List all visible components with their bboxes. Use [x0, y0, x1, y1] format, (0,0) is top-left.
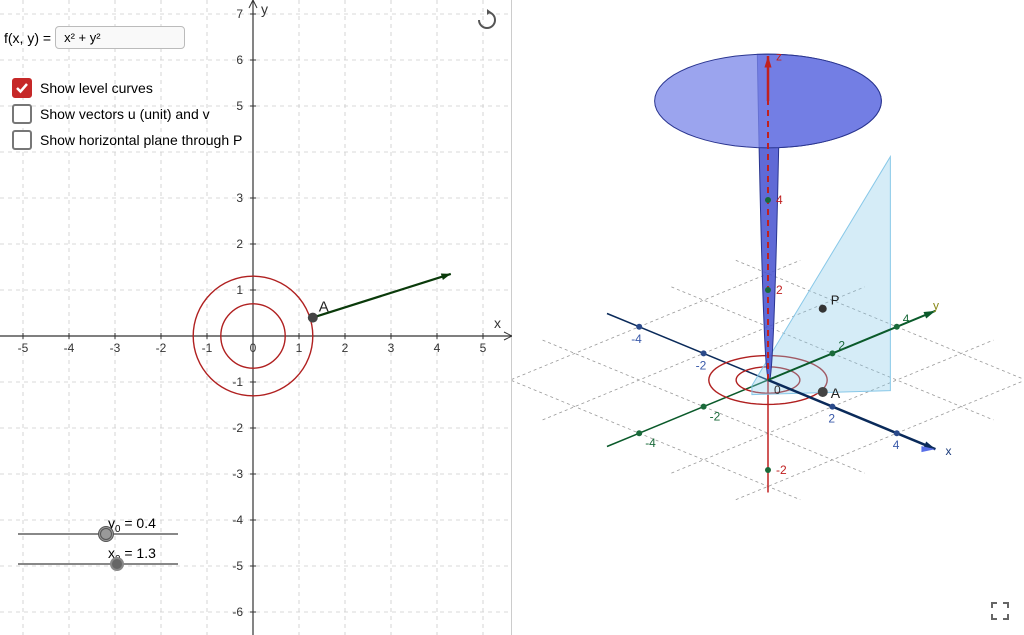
svg-text:-6: -6 [232, 605, 243, 619]
svg-text:4: 4 [776, 193, 783, 207]
svg-text:7: 7 [236, 7, 243, 21]
svg-text:A: A [831, 385, 841, 401]
svg-text:y: y [933, 299, 939, 313]
checkbox-vectors[interactable]: Show vectors u (unit) and v [12, 104, 242, 124]
svg-text:5: 5 [480, 341, 487, 355]
slider-y0[interactable]: y0 = 0.4 [18, 533, 218, 535]
svg-text:2: 2 [838, 338, 845, 352]
svg-text:z: z [776, 50, 782, 64]
svg-text:-1: -1 [232, 375, 243, 389]
svg-text:-2: -2 [696, 358, 707, 372]
slider-group: y0 = 0.4 x0 = 1.3 [18, 533, 218, 593]
svg-text:-5: -5 [18, 341, 29, 355]
checkbox-box[interactable] [12, 78, 32, 98]
slider-y0-label: y0 = 0.4 [108, 515, 156, 535]
svg-text:x: x [494, 315, 501, 331]
svg-text:-4: -4 [645, 436, 656, 450]
svg-text:-2: -2 [710, 410, 721, 424]
svg-text:1: 1 [236, 283, 243, 297]
svg-text:y: y [261, 1, 268, 17]
svg-text:-2: -2 [232, 421, 243, 435]
svg-text:4: 4 [893, 438, 900, 452]
svg-text:2: 2 [342, 341, 349, 355]
svg-text:0: 0 [774, 383, 781, 397]
checkbox-box[interactable] [12, 104, 32, 124]
formula-input[interactable] [55, 26, 185, 49]
slider-track[interactable] [18, 533, 178, 535]
svg-text:3: 3 [388, 341, 395, 355]
svg-text:-2: -2 [776, 463, 787, 477]
svg-text:P: P [831, 293, 840, 308]
svg-text:6: 6 [236, 53, 243, 67]
slider-track[interactable] [18, 563, 178, 565]
checkbox-label: Show vectors u (unit) and v [40, 106, 210, 122]
svg-text:4: 4 [903, 312, 910, 326]
svg-text:-1: -1 [202, 341, 213, 355]
svg-text:-4: -4 [232, 513, 243, 527]
checkbox-label: Show level curves [40, 80, 153, 96]
slider-thumb[interactable] [98, 526, 114, 542]
formula-prefix: f(x, y) = [4, 30, 51, 46]
svg-text:A: A [319, 299, 329, 316]
svg-text:1: 1 [296, 341, 303, 355]
svg-text:4: 4 [434, 341, 441, 355]
formula-row: f(x, y) = [4, 26, 185, 49]
fullscreen-button[interactable] [990, 601, 1012, 623]
svg-text:2: 2 [236, 237, 243, 251]
checkbox-box[interactable] [12, 130, 32, 150]
svg-text:-3: -3 [232, 467, 243, 481]
panel-3d: -4 -2 2 4 -4 -2 2 4 -2 2 4 x y z A P 0 [512, 0, 1024, 635]
plot-3d[interactable]: -4 -2 2 4 -4 -2 2 4 -2 2 4 x y z A P 0 [512, 0, 1024, 635]
panel-2d: -5-4-3-2-1012345-6-5-4-3-2-1123567xyA f(… [0, 0, 512, 635]
svg-text:x: x [945, 444, 951, 458]
svg-text:2: 2 [828, 412, 835, 426]
checkbox-group: Show level curves Show vectors u (unit) … [12, 78, 242, 150]
svg-text:0: 0 [250, 341, 257, 355]
svg-text:-2: -2 [156, 341, 167, 355]
svg-text:2: 2 [776, 283, 783, 297]
svg-text:-4: -4 [631, 332, 642, 346]
svg-text:3: 3 [236, 191, 243, 205]
checkbox-level-curves[interactable]: Show level curves [12, 78, 242, 98]
svg-text:-4: -4 [64, 341, 75, 355]
checkbox-plane[interactable]: Show horizontal plane through P [12, 130, 242, 150]
svg-text:-3: -3 [110, 341, 121, 355]
checkbox-label: Show horizontal plane through P [40, 132, 242, 148]
svg-text:-5: -5 [232, 559, 243, 573]
refresh-button[interactable] [475, 8, 501, 34]
slider-x0[interactable]: x0 = 1.3 [18, 563, 218, 565]
slider-thumb[interactable] [110, 557, 124, 571]
